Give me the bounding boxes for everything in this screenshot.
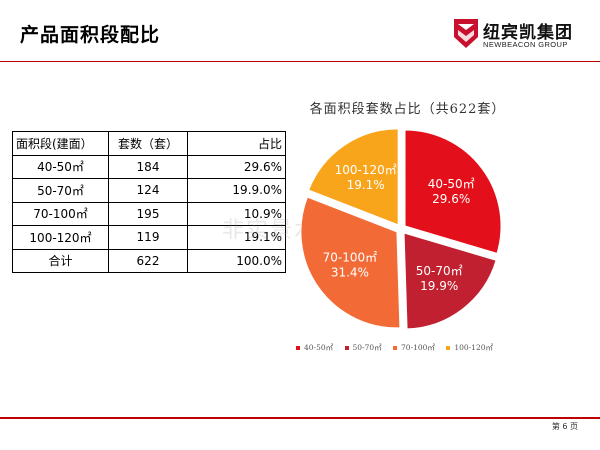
legend-item: 40-50㎡ [296, 342, 333, 353]
table-cell: 622 [108, 248, 188, 273]
pie-slice [403, 232, 497, 330]
legend-swatch [393, 346, 398, 350]
logo-name-en: NEWBEACON GROUP [483, 40, 568, 49]
legend-label: 100-120㎡ [454, 343, 493, 352]
slice-data-label: 40-50㎡ [428, 177, 475, 191]
table-cell: 100.0% [187, 248, 286, 273]
table-header-cell: 面积段(建面） [12, 131, 109, 156]
legend-label: 70-100㎡ [401, 343, 435, 352]
logo-name-cn: 纽宾凯集团 [483, 23, 573, 43]
table-header-cell: 套数（套） [108, 131, 188, 156]
footer-divider [0, 417, 600, 419]
legend-swatch [446, 346, 451, 350]
area-table: 面积段(建面） 套数（套） 占比 40-50㎡ 184 29.6% 50-70㎡… [12, 131, 286, 273]
page-number: 第 6 页 [551, 422, 578, 431]
slice-data-label: 29.6% [432, 192, 470, 206]
table-cell: 50-70㎡ [12, 178, 109, 203]
slice-data-label: 31.4% [331, 266, 369, 280]
pie-slice [300, 196, 401, 329]
chart-title: 各面积段套数占比（共622套） [309, 102, 506, 117]
table-header-row: 面积段(建面） 套数（套） 占比 [12, 131, 286, 156]
table-cell: 100-120㎡ [12, 225, 109, 250]
table-cell: 19.9.0% [187, 178, 286, 203]
slice-data-label: 70-100㎡ [323, 251, 378, 265]
slice-data-label: 19.1% [347, 178, 385, 192]
legend-item: 50-70㎡ [344, 342, 382, 353]
slice-data-label: 19.9% [420, 279, 458, 293]
legend-item: 70-100㎡ [393, 342, 435, 353]
pie-slice [308, 128, 399, 226]
page-title: 产品面积段配比 [20, 24, 161, 46]
company-logo: 纽宾凯集团 NEWBEACON GROUP [452, 17, 592, 57]
legend-label: 40-50㎡ [304, 343, 334, 352]
legend-swatch [344, 346, 349, 350]
table-cell: 70-100㎡ [12, 201, 109, 226]
table-header-cell: 占比 [187, 131, 286, 156]
header-divider [0, 61, 600, 62]
pie-slice [404, 129, 502, 254]
table-cell: 29.6% [187, 154, 286, 179]
chart-legend: 40-50㎡ 50-70㎡ 70-100㎡ 100-120㎡ [296, 342, 502, 353]
slice-data-label: 50-70㎡ [416, 264, 463, 278]
logo-mark-icon [454, 19, 478, 48]
legend-label: 50-70㎡ [352, 343, 382, 352]
table-row: 合计 622 100.0% [12, 248, 286, 273]
table-row: 100-120㎡ 119 19.1% [12, 225, 286, 250]
table-row: 40-50㎡ 184 29.6% [12, 154, 286, 179]
legend-swatch [296, 346, 300, 350]
slice-data-label: 100-120㎡ [335, 163, 397, 177]
table-cell: 19.1% [187, 225, 286, 250]
table-cell: 合计 [12, 248, 109, 273]
legend-item: 100-120㎡ [446, 342, 493, 353]
